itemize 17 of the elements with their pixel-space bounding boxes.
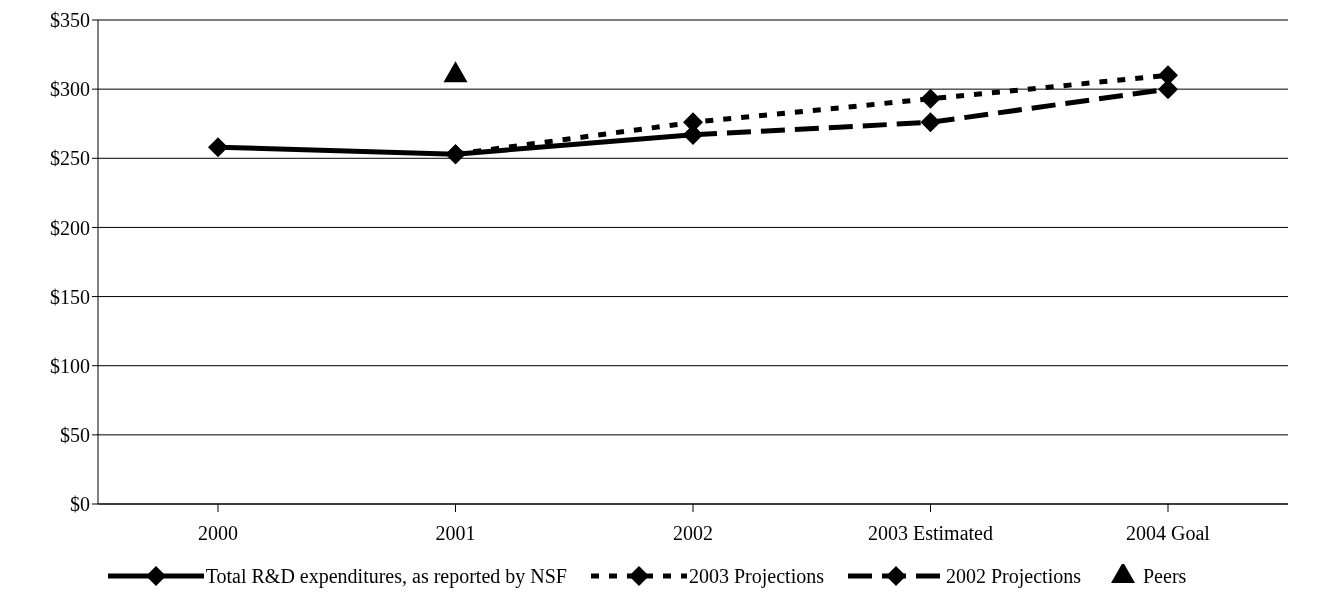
y-tick-label: $350: [50, 9, 90, 32]
y-tick-label: $250: [50, 147, 90, 170]
x-tick-label: 2004 Goal: [1126, 522, 1211, 545]
legend-label: Total R&D expenditures, as reported by NSF: [205, 564, 567, 588]
y-tick-label: $50: [60, 423, 90, 446]
x-tick-label: 2001: [435, 522, 476, 545]
y-tick-label: $0: [70, 493, 90, 516]
legend-label: Peers: [1143, 564, 1187, 588]
legend-label: 2002 Projections: [946, 564, 1081, 588]
legend-label: 2003 Projections: [689, 564, 824, 588]
y-tick-label: $150: [50, 285, 90, 308]
x-tick-label: 2002: [673, 522, 713, 545]
x-tick-label: 2003 Estimated: [868, 522, 993, 545]
x-tick-label: 2000: [198, 522, 238, 545]
y-tick-label: $200: [50, 216, 90, 239]
y-tick-label: $100: [50, 354, 90, 377]
y-tick-label: $300: [50, 78, 90, 101]
